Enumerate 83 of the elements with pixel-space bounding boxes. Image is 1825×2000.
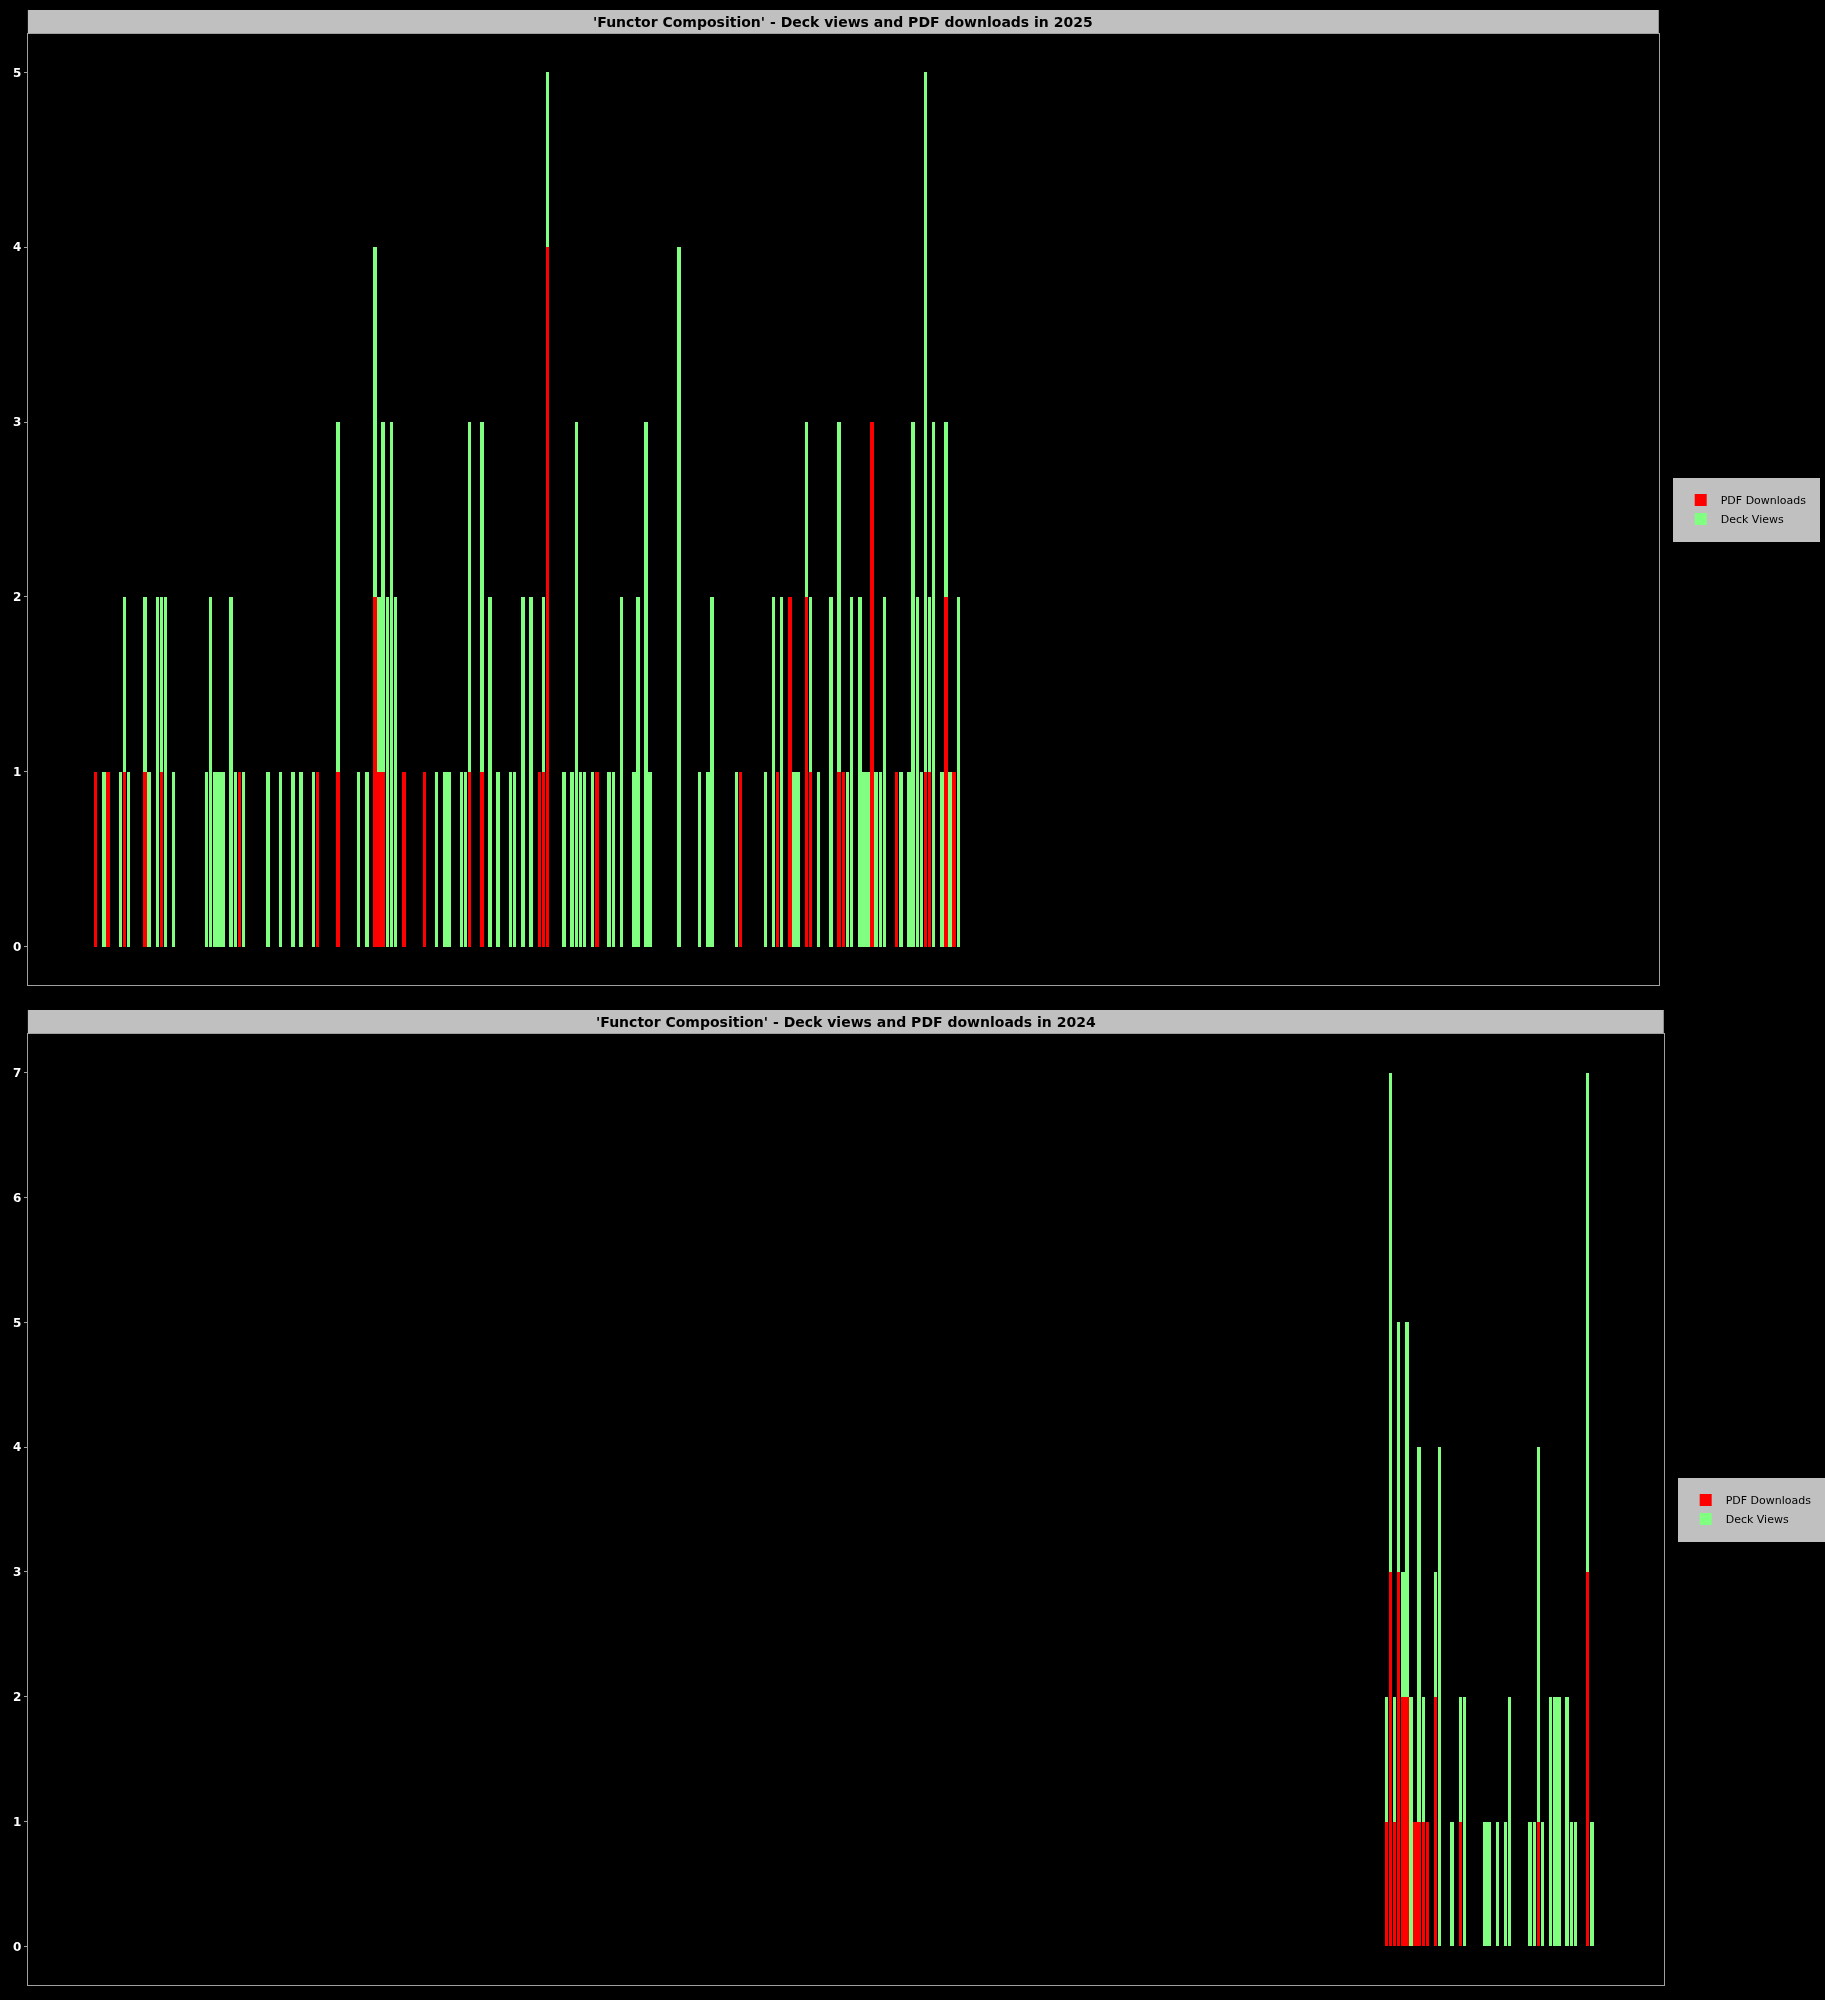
bar (488, 596, 492, 947)
legend-label: Deck Views (1725, 1513, 1789, 1527)
bar (229, 596, 233, 947)
bar (644, 422, 648, 947)
bar (866, 771, 870, 947)
bar (636, 596, 640, 947)
y-tick-label: 3 (13, 1565, 22, 1580)
bar (143, 771, 147, 947)
bar (899, 771, 903, 947)
bar (837, 422, 841, 772)
bar (143, 596, 147, 772)
bar (796, 771, 800, 947)
bar (106, 771, 110, 947)
bar (1417, 1821, 1421, 1947)
bar (221, 771, 225, 947)
bar (381, 771, 385, 947)
y-tick-label: 5 (13, 65, 22, 80)
bar (948, 771, 952, 947)
bar (792, 771, 796, 947)
bar (710, 596, 714, 947)
y-tick-label: 6 (13, 1190, 22, 1205)
legend-label: PDF Downloads (1725, 1494, 1812, 1508)
bar (336, 771, 340, 947)
bar (373, 596, 377, 947)
y-tick-label: 4 (13, 240, 22, 255)
y-tick-label: 2 (13, 590, 22, 605)
bar (1590, 1821, 1594, 1947)
bar (911, 422, 915, 947)
bar (1557, 1696, 1561, 1947)
y-tick-label: 0 (13, 939, 22, 954)
bar (1483, 1821, 1487, 1947)
bar (1553, 1696, 1557, 1947)
bar (147, 771, 151, 947)
bar (266, 771, 270, 947)
bar (529, 596, 533, 947)
y-tick-label: 4 (13, 1440, 22, 1455)
bar (858, 596, 862, 947)
bar (1565, 1696, 1569, 1947)
bar (1405, 1696, 1409, 1947)
y-tick-label: 3 (13, 415, 22, 430)
bar (480, 422, 484, 772)
bar (496, 771, 500, 947)
bar (870, 422, 874, 947)
bar (837, 771, 841, 947)
bar (1528, 1821, 1532, 1947)
bar (521, 596, 525, 947)
chart-title: 'Functor Composition' - Deck views and PDF downloads in 2025 (593, 14, 1093, 30)
chart-title: 'Functor Composition' - Deck views and PDF downloads in 2024 (596, 1014, 1096, 1030)
bar (1405, 1322, 1409, 1697)
bar (1487, 1821, 1491, 1947)
bar (874, 771, 878, 947)
bar (562, 771, 566, 947)
bar (447, 771, 451, 947)
legend-label: PDF Downloads (1720, 494, 1807, 508)
legend-label: Deck Views (1720, 513, 1784, 527)
bar (299, 771, 303, 947)
bar (940, 771, 944, 947)
bar (829, 596, 833, 947)
bar (336, 422, 340, 772)
bar (595, 771, 599, 947)
y-tick-label: 2 (13, 1689, 22, 1704)
bar (402, 771, 406, 947)
bar (365, 771, 369, 947)
bar (1417, 1447, 1421, 1822)
bar (944, 422, 948, 597)
bar (1413, 1821, 1417, 1947)
bar (291, 771, 295, 947)
y-tick-label: 1 (13, 1814, 22, 1829)
bar (952, 771, 956, 947)
y-tick-label: 5 (13, 1315, 22, 1330)
bar (480, 771, 484, 947)
bar (788, 596, 792, 947)
bar (443, 771, 447, 947)
y-tick-label: 7 (13, 1065, 22, 1080)
bar (102, 771, 106, 947)
bar (1409, 1696, 1413, 1947)
bar (1450, 1821, 1454, 1947)
bar (677, 247, 681, 947)
bar (944, 596, 948, 947)
y-tick-label: 0 (13, 1939, 22, 1954)
y-tick-label: 1 (13, 764, 22, 779)
bar (373, 247, 377, 597)
bar (607, 771, 611, 947)
